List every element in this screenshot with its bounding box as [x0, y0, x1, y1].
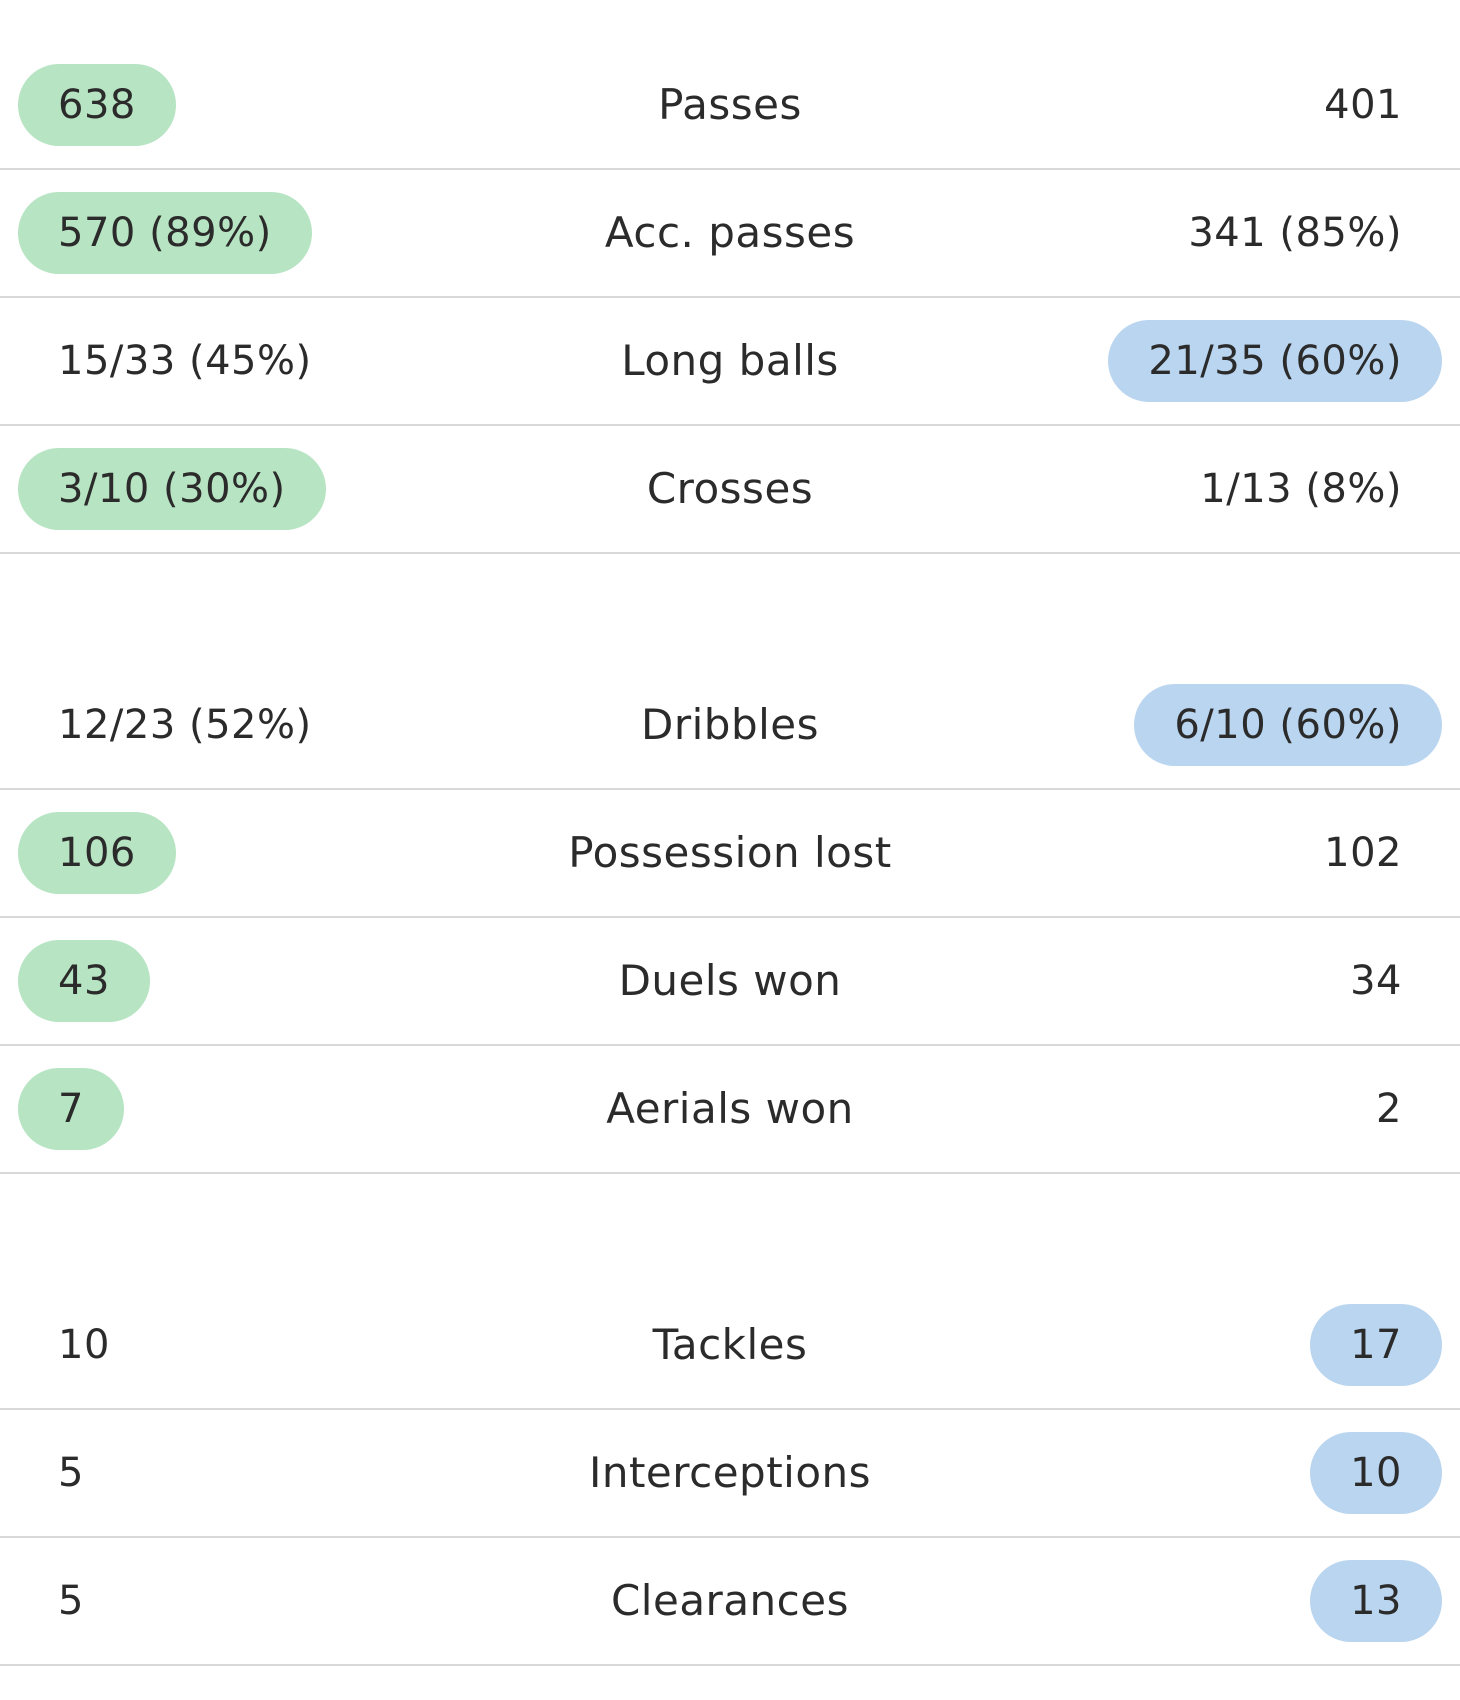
away-value: 21/35 (60%)	[1108, 320, 1442, 402]
stat-label: Aerials won	[606, 1084, 854, 1133]
stat-label: Clearances	[610, 1576, 849, 1625]
stats-group-duels: 12/23 (52%) Dribbles 6/10 (60%) 106 Poss…	[0, 662, 1460, 1174]
away-value: 6/10 (60%)	[1134, 684, 1442, 766]
away-value: 401	[1324, 82, 1402, 128]
stat-row-interceptions: 5 Interceptions 10	[0, 1410, 1460, 1538]
stat-label: Acc. passes	[604, 208, 856, 257]
stat-row-passes: 638 Passes 401	[0, 42, 1460, 170]
stat-row-possession-lost: 106 Possession lost 102	[0, 790, 1460, 918]
away-value: 2	[1376, 1086, 1402, 1132]
home-value: 15/33 (45%)	[58, 338, 312, 384]
away-value: 34	[1350, 958, 1402, 1004]
stat-label: Duels won	[618, 956, 842, 1005]
home-value: 106	[18, 812, 176, 894]
stat-label: Long balls	[621, 336, 839, 385]
stat-label: Tackles	[652, 1320, 808, 1369]
stats-group-passing: 638 Passes 401 570 (89%) Acc. passes 341…	[0, 42, 1460, 554]
away-value: 13	[1310, 1560, 1442, 1642]
stat-row-tackles: 10 Tackles 17	[0, 1282, 1460, 1410]
home-value: 7	[18, 1068, 124, 1150]
stat-label: Possession lost	[568, 828, 892, 877]
home-value: 638	[18, 64, 176, 146]
stat-row-dribbles: 12/23 (52%) Dribbles 6/10 (60%)	[0, 662, 1460, 790]
stat-label: Crosses	[646, 464, 814, 513]
home-value: 570 (89%)	[18, 192, 312, 274]
home-value: 10	[58, 1322, 110, 1368]
home-value: 5	[58, 1578, 84, 1624]
away-value: 1/13 (8%)	[1200, 466, 1402, 512]
home-value: 12/23 (52%)	[58, 702, 312, 748]
stat-label: Interceptions	[588, 1448, 872, 1497]
away-value: 10	[1310, 1432, 1442, 1514]
stat-label: Dribbles	[641, 700, 819, 749]
stat-row-long-balls: 15/33 (45%) Long balls 21/35 (60%)	[0, 298, 1460, 426]
stat-row-clearances: 5 Clearances 13	[0, 1538, 1460, 1666]
stat-row-crosses: 3/10 (30%) Crosses 1/13 (8%)	[0, 426, 1460, 554]
away-value: 341 (85%)	[1188, 210, 1402, 256]
stat-row-aerials-won: 7 Aerials won 2	[0, 1046, 1460, 1174]
stat-row-duels-won: 43 Duels won 34	[0, 918, 1460, 1046]
stat-row-acc-passes: 570 (89%) Acc. passes 341 (85%)	[0, 170, 1460, 298]
stat-label: Passes	[658, 80, 802, 129]
match-stats-panel: 638 Passes 401 570 (89%) Acc. passes 341…	[0, 42, 1460, 1666]
away-value: 102	[1324, 830, 1402, 876]
home-value: 43	[18, 940, 150, 1022]
home-value: 5	[58, 1450, 84, 1496]
away-value: 17	[1310, 1304, 1442, 1386]
home-value: 3/10 (30%)	[18, 448, 326, 530]
stats-group-defending: 10 Tackles 17 5 Interceptions 10 5 Clear…	[0, 1282, 1460, 1666]
